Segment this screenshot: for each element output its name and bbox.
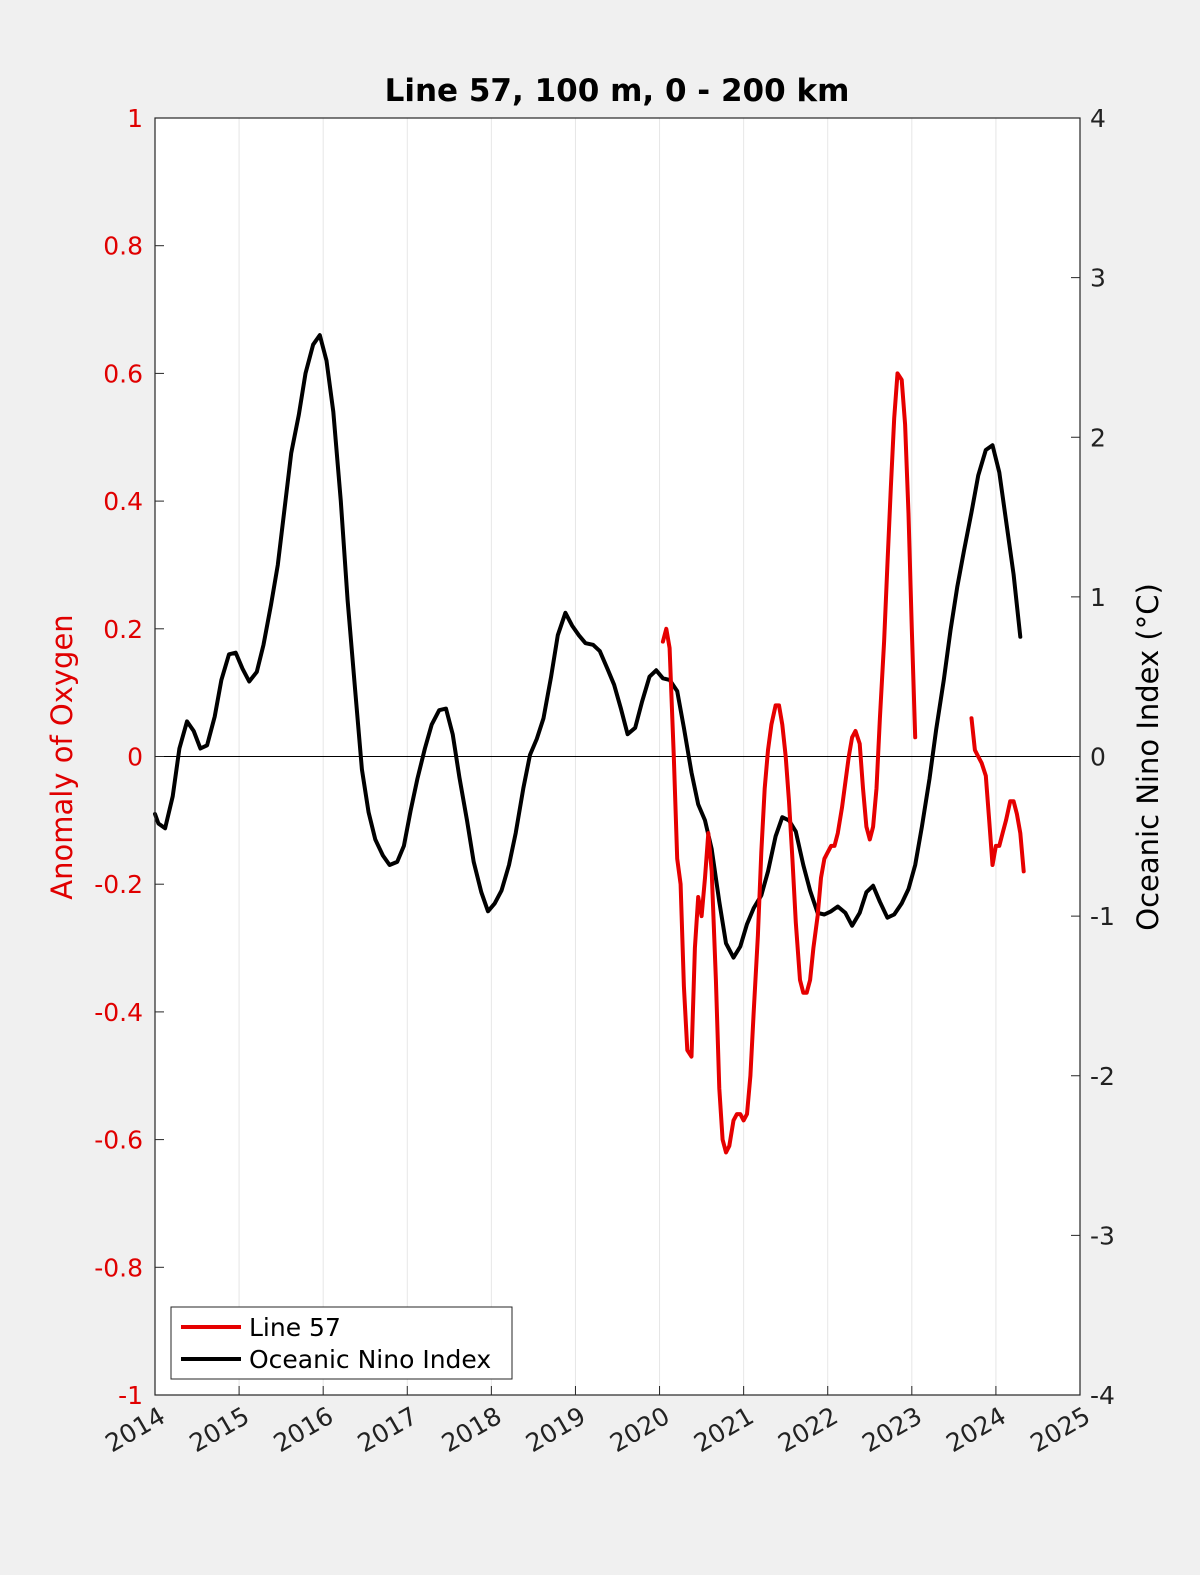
x-tick-label: 2025 xyxy=(1025,1401,1095,1458)
y-left-tick-label: 0.6 xyxy=(103,359,143,388)
x-tick-label: 2023 xyxy=(857,1401,927,1458)
y-left-tick-label: 0 xyxy=(127,743,143,772)
y-right-tick-label: -1 xyxy=(1090,902,1115,931)
legend-label-line-57: Line 57 xyxy=(249,1313,341,1342)
y-axis-right-label: Oceanic Nino Index (°C) xyxy=(1131,583,1165,931)
series-line-line-57-segment-1 xyxy=(969,716,1026,874)
x-tick-label: 2024 xyxy=(941,1401,1011,1458)
x-tick-label: 2016 xyxy=(269,1401,339,1458)
x-tick-label: 2021 xyxy=(689,1401,759,1458)
y-right-tick-label: -4 xyxy=(1090,1381,1115,1410)
y-axis-left-label: Anomaly of Oxygen xyxy=(45,614,79,899)
x-tick-label: 2020 xyxy=(605,1401,675,1458)
y-left-tick-label: -0.6 xyxy=(94,1126,143,1155)
y-right-tick-label: 3 xyxy=(1090,264,1106,293)
x-tick-label: 2015 xyxy=(184,1401,254,1458)
series-layer xyxy=(153,333,1026,1155)
y-left-tick-label: -0.2 xyxy=(94,870,143,899)
y-left-tick-label: 1 xyxy=(127,104,143,133)
y-left-tick-label: 0.2 xyxy=(103,615,143,644)
chart-title: Line 57, 100 m, 0 - 200 km xyxy=(385,73,850,109)
y-left-tick-label: -0.8 xyxy=(94,1253,143,1282)
y-left-tick-label: 0.4 xyxy=(103,487,143,516)
series-line-oceanic-nino-index-segment-0 xyxy=(153,333,1023,960)
legend-label-oceanic-nino-index: Oceanic Nino Index xyxy=(249,1345,491,1374)
y-right-tick-label: -2 xyxy=(1090,1062,1115,1091)
x-tick-label: 2019 xyxy=(521,1401,591,1458)
y-left-tick-label: -1 xyxy=(118,1381,143,1410)
y-right-tick-label: 4 xyxy=(1090,104,1106,133)
legend: Line 57 Oceanic Nino Index xyxy=(170,1306,513,1380)
y-right-tick-label: 1 xyxy=(1090,583,1106,612)
x-tick-label: 2017 xyxy=(353,1401,423,1458)
x-tick-label: 2022 xyxy=(773,1401,843,1458)
y-right-tick-label: 0 xyxy=(1090,743,1106,772)
series-line-line-57-segment-0 xyxy=(660,371,918,1155)
y-left-tick-label: 0.8 xyxy=(103,232,143,261)
y-right-tick-label: 2 xyxy=(1090,423,1106,452)
y-right-tick-label: -3 xyxy=(1090,1221,1115,1250)
y-left-tick-label: -0.4 xyxy=(94,998,143,1027)
x-tick-label: 2018 xyxy=(437,1401,507,1458)
legend-box xyxy=(170,1306,513,1380)
